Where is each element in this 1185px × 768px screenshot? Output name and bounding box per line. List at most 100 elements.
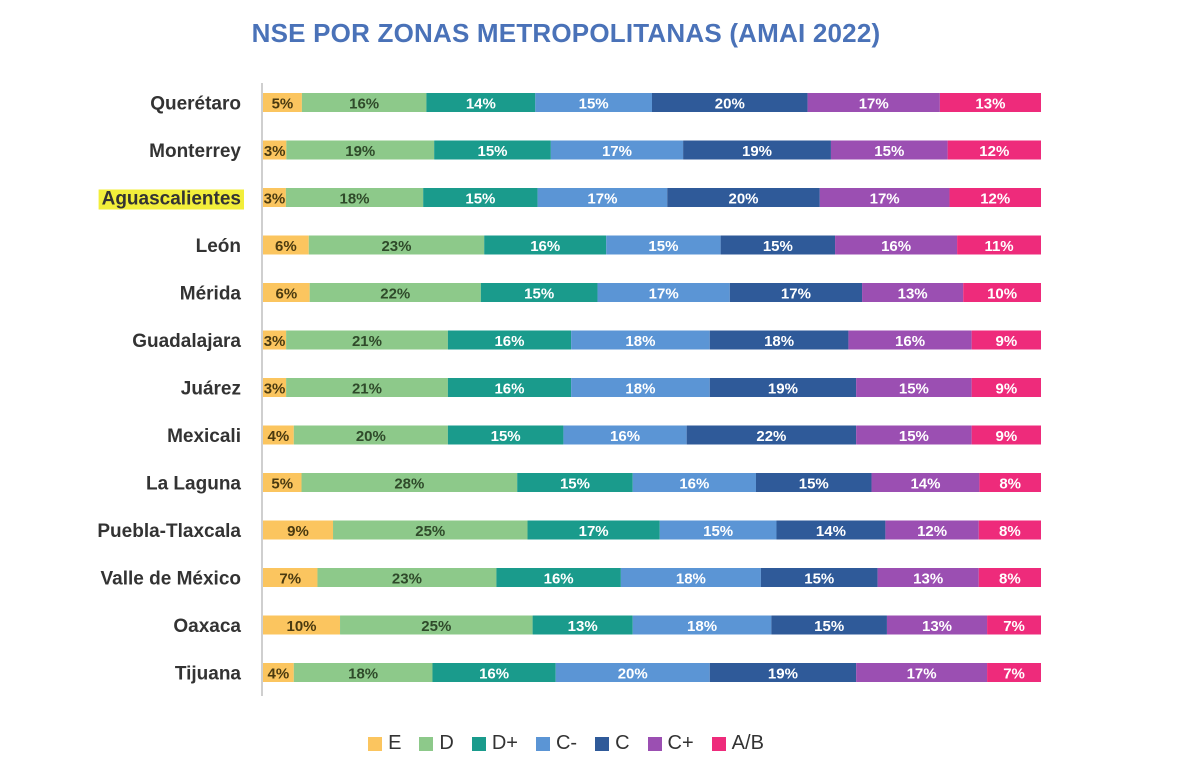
bar-segment-a-b — [949, 188, 1041, 207]
data-label: 14% — [466, 96, 496, 113]
bar-segment-c- — [856, 378, 972, 397]
data-label: 13% — [898, 286, 928, 303]
bar-segment-d — [293, 663, 433, 682]
data-label: 7% — [1003, 618, 1025, 635]
bar-segment-d- — [426, 93, 536, 112]
bar-segment-c — [776, 520, 886, 540]
data-label: 11% — [984, 238, 1013, 255]
legend-swatch — [595, 736, 610, 751]
data-label: 8% — [999, 523, 1021, 540]
bar-segment-a-b — [957, 235, 1041, 255]
bar-segment-d- — [484, 235, 607, 255]
legend-label: A/B — [731, 732, 764, 754]
bar-segment-d — [309, 283, 481, 302]
data-label: 9% — [995, 381, 1017, 398]
legend-item: D+ — [471, 732, 518, 755]
bar-segment-e — [263, 520, 334, 540]
data-label: 16% — [610, 428, 640, 445]
legend-label: C- — [555, 732, 578, 754]
bar-segment-e — [263, 425, 294, 445]
bar-segment-c- — [886, 615, 988, 635]
data-label: 18% — [625, 333, 655, 350]
legend-item: D — [419, 732, 454, 755]
bar-segment-a-b — [979, 473, 1041, 492]
bar-segment-c- — [856, 663, 988, 682]
bar-segment-c — [771, 615, 887, 635]
bar-segment-c- — [835, 235, 958, 255]
bar-segment-e — [263, 615, 341, 635]
bar-segment-a-b — [939, 93, 1041, 112]
data-label: 3% — [264, 191, 286, 208]
legend-swatch — [471, 736, 486, 751]
legend-label: E — [388, 732, 402, 754]
data-label: 20% — [715, 96, 745, 113]
bar-segment-d — [301, 473, 518, 492]
bar-segment-e — [263, 663, 294, 682]
bar-segment-d — [308, 235, 485, 255]
bar-segment-c- — [620, 568, 761, 587]
bar-segment-d — [333, 520, 528, 540]
legend-label: D+ — [491, 732, 518, 754]
category-label: Puebla-Tlaxcala — [97, 521, 241, 542]
data-label: 13% — [568, 618, 598, 635]
bar-segment-e — [263, 235, 309, 255]
data-label: 23% — [381, 238, 411, 255]
bar-segment-a-b — [971, 378, 1041, 397]
data-label: 18% — [625, 381, 655, 398]
data-label: 12% — [980, 191, 1010, 208]
data-label: 10% — [286, 618, 316, 635]
bar-segment-a-b — [987, 615, 1041, 635]
bar-segment-c- — [571, 378, 710, 397]
data-label: 16% — [530, 238, 560, 255]
data-label: 3% — [264, 333, 286, 350]
data-label: 5% — [272, 96, 294, 113]
bar-segment-d- — [480, 283, 598, 302]
data-label: 17% — [602, 143, 632, 160]
bar-segment-e — [263, 140, 287, 160]
data-label: 17% — [870, 191, 900, 208]
data-label: 15% — [804, 571, 834, 588]
data-label: 19% — [768, 666, 798, 683]
bar-segment-c- — [597, 283, 730, 302]
bar-segment-c — [652, 93, 808, 112]
category-label: Tijuana — [175, 664, 242, 685]
bar-segment-c — [667, 188, 820, 207]
bar-segment-e — [263, 568, 318, 587]
bar-segment-c- — [606, 235, 721, 255]
data-label: 19% — [345, 143, 375, 160]
data-label: 16% — [479, 666, 509, 683]
data-label: 18% — [764, 333, 794, 350]
data-label: 15% — [648, 238, 678, 255]
data-label: 16% — [679, 476, 709, 493]
bar-segment-d — [317, 568, 497, 587]
bar-segment-d — [293, 425, 448, 445]
data-label: 15% — [799, 476, 829, 493]
data-label: 7% — [1003, 666, 1025, 683]
data-label: 17% — [579, 523, 609, 540]
bar-segment-a-b — [971, 330, 1041, 350]
bar-segment-d — [301, 93, 427, 112]
data-label: 20% — [618, 666, 648, 683]
bar-segment-a-b — [963, 283, 1041, 302]
data-label: 8% — [999, 476, 1021, 493]
bar-segment-c- — [862, 283, 964, 302]
bar-segment-c- — [632, 473, 756, 492]
category-label: Mexicali — [167, 426, 241, 447]
legend-item: C- — [535, 732, 578, 755]
bar-segment-c- — [537, 188, 668, 207]
bar-segment-e — [263, 473, 302, 492]
bar-segment-c- — [571, 330, 710, 350]
data-label: 18% — [676, 571, 706, 588]
data-label: 15% — [477, 143, 507, 160]
data-label: 14% — [910, 476, 940, 493]
legend-swatch — [535, 736, 550, 751]
data-label: 20% — [729, 191, 759, 208]
category-label: Valle de México — [101, 569, 241, 590]
data-label: 17% — [587, 191, 617, 208]
legend-swatch — [419, 736, 434, 751]
bar-segment-c — [729, 283, 863, 302]
data-label: 25% — [421, 618, 451, 635]
bar-segment-d- — [517, 473, 633, 492]
bar-segment-c- — [632, 615, 772, 635]
bar-segment-e — [263, 330, 287, 350]
